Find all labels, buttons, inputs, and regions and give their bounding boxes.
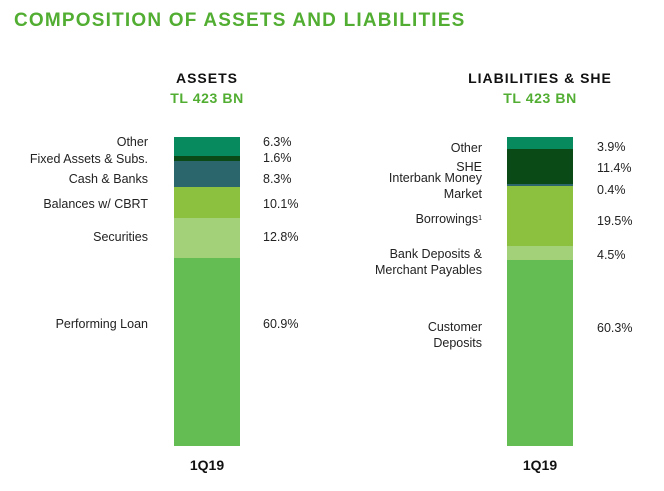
assets-value-label: 8.3% bbox=[263, 172, 292, 186]
liabilities-segment-she bbox=[507, 149, 573, 185]
assets-title: ASSETS bbox=[175, 70, 238, 86]
assets-label-balances-w-cbrt: Balances w/ CBRT bbox=[43, 197, 148, 211]
footnote-marker: 1 bbox=[478, 215, 482, 222]
liabilities-stacked-bar bbox=[507, 137, 573, 446]
assets-total: TL 423 BN bbox=[170, 90, 244, 106]
liabilities-value-label: 19.5% bbox=[597, 214, 633, 228]
assets-segment-other bbox=[174, 137, 240, 157]
assets-label-other: Other bbox=[116, 135, 148, 149]
liabilities-label-customer-deposits: Customer Deposits bbox=[427, 320, 482, 350]
assets-label-performing-loan: Performing Loan bbox=[55, 317, 148, 331]
assets-segment-cash-banks bbox=[174, 161, 240, 188]
liabilities-segment-customer-deposits bbox=[507, 259, 573, 446]
liabilities-label-interbank-money-market: Interbank Money Market bbox=[388, 171, 482, 201]
liabilities-value-label: 4.5% bbox=[597, 248, 626, 262]
liabilities-value-label: 3.9% bbox=[597, 140, 626, 154]
liabilities-label-she: SHE bbox=[456, 160, 482, 174]
assets-segment-fixed-assets-subs bbox=[174, 156, 240, 162]
assets-value-label: 60.9% bbox=[263, 317, 299, 331]
liabilities-segment-bank-deposits-merchant-payables bbox=[507, 245, 573, 260]
liabilities-period-label: 1Q19 bbox=[522, 457, 558, 473]
liabilities-label-other: Other bbox=[450, 141, 482, 155]
assets-segment-performing-loan bbox=[174, 257, 240, 446]
liabilities-value-label: 60.3% bbox=[597, 321, 633, 335]
liabilities-total: TL 423 BN bbox=[503, 90, 577, 106]
assets-label-cash-banks: Cash & Banks bbox=[68, 172, 148, 186]
assets-period-label: 1Q19 bbox=[189, 457, 225, 473]
liabilities-title: LIABILITIES & SHE bbox=[468, 70, 612, 86]
assets-stacked-bar bbox=[174, 137, 240, 446]
liabilities-label-bank-deposits-merchant-payables: Bank Deposits & Merchant Payables bbox=[374, 247, 482, 277]
liabilities-segment-interbank-money-market bbox=[507, 184, 573, 186]
assets-value-label: 10.1% bbox=[263, 197, 299, 211]
assets-value-label: 6.3% bbox=[263, 135, 292, 149]
assets-heading: ASSETS TL 423 BN bbox=[107, 70, 307, 106]
assets-segment-balances-w-cbrt bbox=[174, 187, 240, 219]
liabilities-value-label: 0.4% bbox=[597, 183, 626, 197]
liabilities-segment-borrowings bbox=[507, 185, 573, 246]
liabilities-label-borrowings: Borrowings1 bbox=[415, 212, 482, 226]
liabilities-segment-other bbox=[507, 137, 573, 150]
assets-segment-securities bbox=[174, 218, 240, 258]
liabilities-value-label: 11.4% bbox=[597, 161, 632, 175]
page-title: COMPOSITION OF ASSETS AND LIABILITIES bbox=[14, 10, 466, 31]
liabilities-heading: LIABILITIES & SHE TL 423 BN bbox=[440, 70, 640, 106]
assets-label-fixed-assets-subs: Fixed Assets & Subs. bbox=[29, 152, 148, 166]
assets-value-label: 12.8% bbox=[263, 230, 299, 244]
assets-value-label: 1.6% bbox=[263, 151, 292, 165]
assets-label-securities: Securities bbox=[93, 230, 148, 244]
